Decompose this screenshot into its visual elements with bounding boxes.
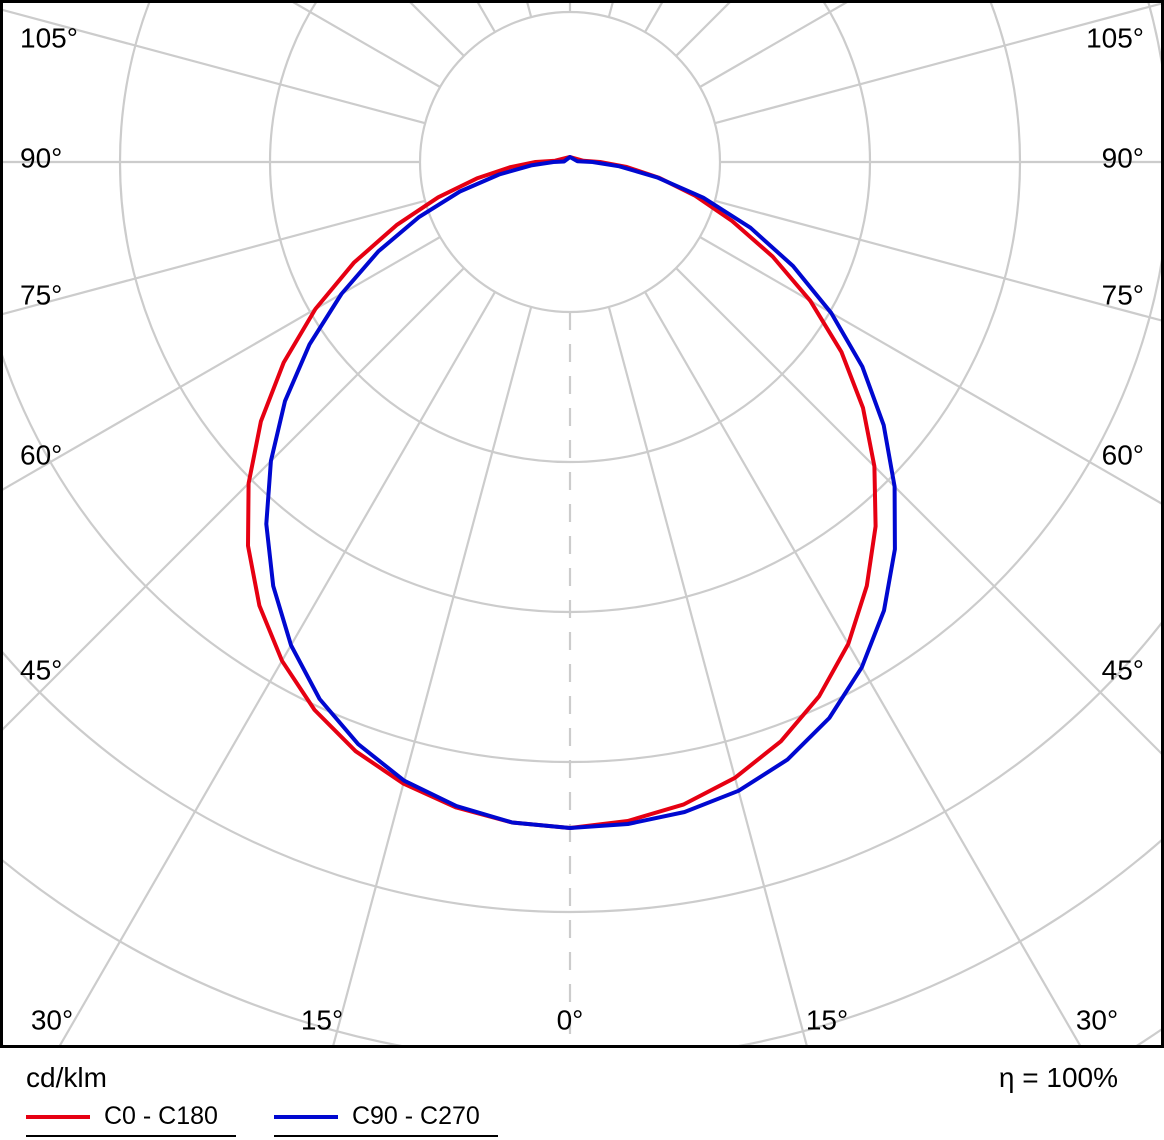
ray-gridline — [644, 291, 1083, 1048]
legend-label-c90-c270: C90 - C270 — [351, 1102, 480, 1130]
angle-tick-label: 60° — [1102, 440, 1144, 471]
ring-gridline — [0, 836, 1164, 1048]
angle-tick-label: 90° — [20, 143, 62, 174]
legend-swatch-1 — [273, 1114, 338, 1119]
angle-tick-label: 75° — [20, 280, 62, 311]
angle-tick-label: 30° — [31, 1005, 73, 1036]
ray-gridline — [714, 1, 1164, 125]
ray-gridline — [331, 306, 533, 1048]
legend-label-c0-c180: C0 - C180 — [104, 1102, 218, 1130]
angle-tick-label: 105° — [1086, 23, 1144, 54]
ring-gridline — [418, 10, 722, 314]
angle-tick-label: 90° — [1102, 143, 1144, 174]
legend: C0 - C180 C90 - C270 — [26, 1104, 498, 1137]
ring-gridline — [0, 0, 1164, 763]
ray-gridline — [57, 291, 496, 1048]
angle-tick-label: 15° — [806, 1005, 848, 1036]
ring-gridline — [0, 1026, 1164, 1048]
angle-tick-label: 105° — [20, 23, 78, 54]
legend-entry-c0-c180: C0 - C180 — [26, 1104, 236, 1137]
angle-tick-label: 30° — [1076, 1005, 1118, 1036]
ray-gridline — [0, 199, 426, 316]
ray-gridline — [0, 236, 441, 493]
ray-gridline — [675, 267, 1164, 758]
angle-tick-label: 0° — [557, 1005, 584, 1036]
polar-diagram: 105° 105° 90° 90° 75° 75° 60° 60° 45° 45° 30° 15° 0°… — [0, 0, 1164, 1048]
angle-tick-label: 45° — [20, 655, 62, 686]
ray-gridline — [607, 306, 809, 1048]
ray-gridline — [714, 199, 1164, 323]
intensity-curve-c90-c270 — [264, 155, 897, 830]
plot-frame-border — [0, 0, 1164, 1048]
angle-tick-label: 75° — [1102, 280, 1144, 311]
polar-chart-svg: 105° 105° 90° 90° 75° 75° 60° 60° 45° 45° 30° 15° 0°… — [0, 0, 1164, 1048]
angle-tick-label: 15° — [301, 1005, 343, 1036]
ray-gridline — [699, 236, 1164, 507]
ray-gridline — [0, 267, 465, 734]
ring-gridline — [0, 617, 1164, 913]
ray-gridline — [0, 8, 426, 125]
legend-swatch-0 — [26, 1114, 90, 1119]
angle-tick-label: 45° — [1102, 655, 1144, 686]
angle-tick-label: 60° — [20, 440, 62, 471]
legend-entry-c90-c270: C90 - C270 — [273, 1102, 498, 1137]
efficiency-label: η = 100% — [998, 1062, 1118, 1093]
unit-label: cd/klm — [26, 1062, 107, 1093]
chart-footer: cd/klm η = 100% C0 - C180 C90 - C270 — [0, 1048, 1164, 1140]
